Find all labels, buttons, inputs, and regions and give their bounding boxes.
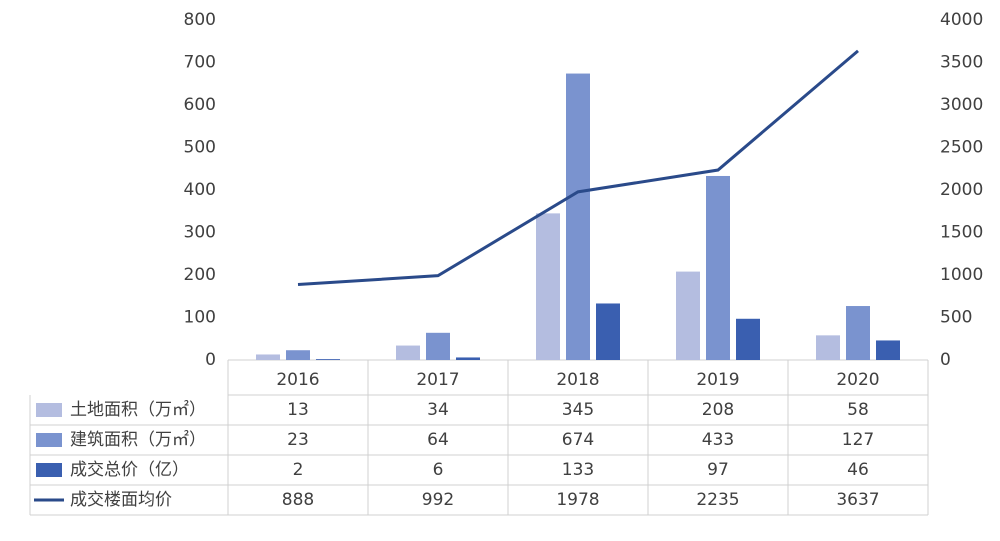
legend-label: 土地面积（万㎡） bbox=[70, 400, 206, 420]
y2-tick-label: 2000 bbox=[940, 180, 983, 200]
x-tick-label: 2018 bbox=[556, 370, 599, 390]
table-value: 6 bbox=[433, 460, 444, 480]
y2-tick-label: 1500 bbox=[940, 223, 983, 243]
table-value: 133 bbox=[562, 460, 594, 480]
bar bbox=[816, 335, 840, 360]
table-value: 46 bbox=[847, 460, 869, 480]
x-tick-label: 2017 bbox=[416, 370, 459, 390]
table-value: 1978 bbox=[556, 490, 599, 510]
legend-swatch bbox=[36, 463, 62, 477]
table-value: 992 bbox=[422, 490, 454, 510]
legend-label: 成交楼面均价 bbox=[70, 490, 172, 510]
table-value: 888 bbox=[282, 490, 314, 510]
x-tick-label: 2019 bbox=[696, 370, 739, 390]
table-value: 2 bbox=[293, 460, 304, 480]
y2-tick-label: 2500 bbox=[940, 138, 983, 158]
x-tick-label: 2016 bbox=[276, 370, 319, 390]
legend-swatch bbox=[36, 403, 62, 417]
y-tick-label: 500 bbox=[184, 138, 216, 158]
bar bbox=[316, 359, 340, 360]
bar bbox=[876, 340, 900, 360]
y2-tick-label: 4000 bbox=[940, 10, 983, 30]
table-value: 23 bbox=[287, 430, 309, 450]
table-value: 34 bbox=[427, 400, 449, 420]
table-value: 13 bbox=[287, 400, 309, 420]
x-tick-label: 2020 bbox=[836, 370, 879, 390]
table-value: 3637 bbox=[836, 490, 879, 510]
y-tick-label: 100 bbox=[184, 308, 216, 328]
y-tick-label: 200 bbox=[184, 265, 216, 285]
y2-tick-label: 1000 bbox=[940, 265, 983, 285]
table-value: 97 bbox=[707, 460, 729, 480]
y2-tick-label: 3500 bbox=[940, 53, 983, 73]
bar bbox=[706, 175, 730, 360]
table-value: 64 bbox=[427, 430, 449, 450]
bar bbox=[426, 332, 450, 360]
y-tick-label: 400 bbox=[184, 180, 216, 200]
y-tick-label: 800 bbox=[184, 10, 216, 30]
legend-label: 成交总价（亿） bbox=[70, 460, 189, 480]
y2-tick-label: 3000 bbox=[940, 95, 983, 115]
y-tick-label: 300 bbox=[184, 223, 216, 243]
bar bbox=[596, 303, 620, 360]
bar bbox=[736, 318, 760, 360]
table-value: 2235 bbox=[696, 490, 739, 510]
y2-tick-label: 500 bbox=[940, 308, 972, 328]
table-value: 674 bbox=[562, 430, 594, 450]
bar bbox=[536, 213, 560, 360]
bar bbox=[676, 271, 700, 360]
y-tick-label: 0 bbox=[205, 350, 216, 370]
line bbox=[297, 49, 859, 287]
bar bbox=[846, 306, 870, 360]
bar bbox=[256, 354, 280, 360]
table-value: 58 bbox=[847, 400, 869, 420]
legend-swatch bbox=[36, 433, 62, 447]
bar bbox=[456, 357, 480, 360]
y-tick-label: 600 bbox=[184, 95, 216, 115]
table-value: 208 bbox=[702, 400, 734, 420]
table-value: 127 bbox=[842, 430, 874, 450]
y2-tick-label: 0 bbox=[940, 350, 951, 370]
bar bbox=[396, 345, 420, 360]
table-value: 433 bbox=[702, 430, 734, 450]
bar bbox=[566, 73, 590, 361]
bar bbox=[286, 350, 310, 360]
y-tick-label: 700 bbox=[184, 53, 216, 73]
legend-label: 建筑面积（万㎡） bbox=[70, 430, 206, 450]
table-value: 345 bbox=[562, 400, 594, 420]
